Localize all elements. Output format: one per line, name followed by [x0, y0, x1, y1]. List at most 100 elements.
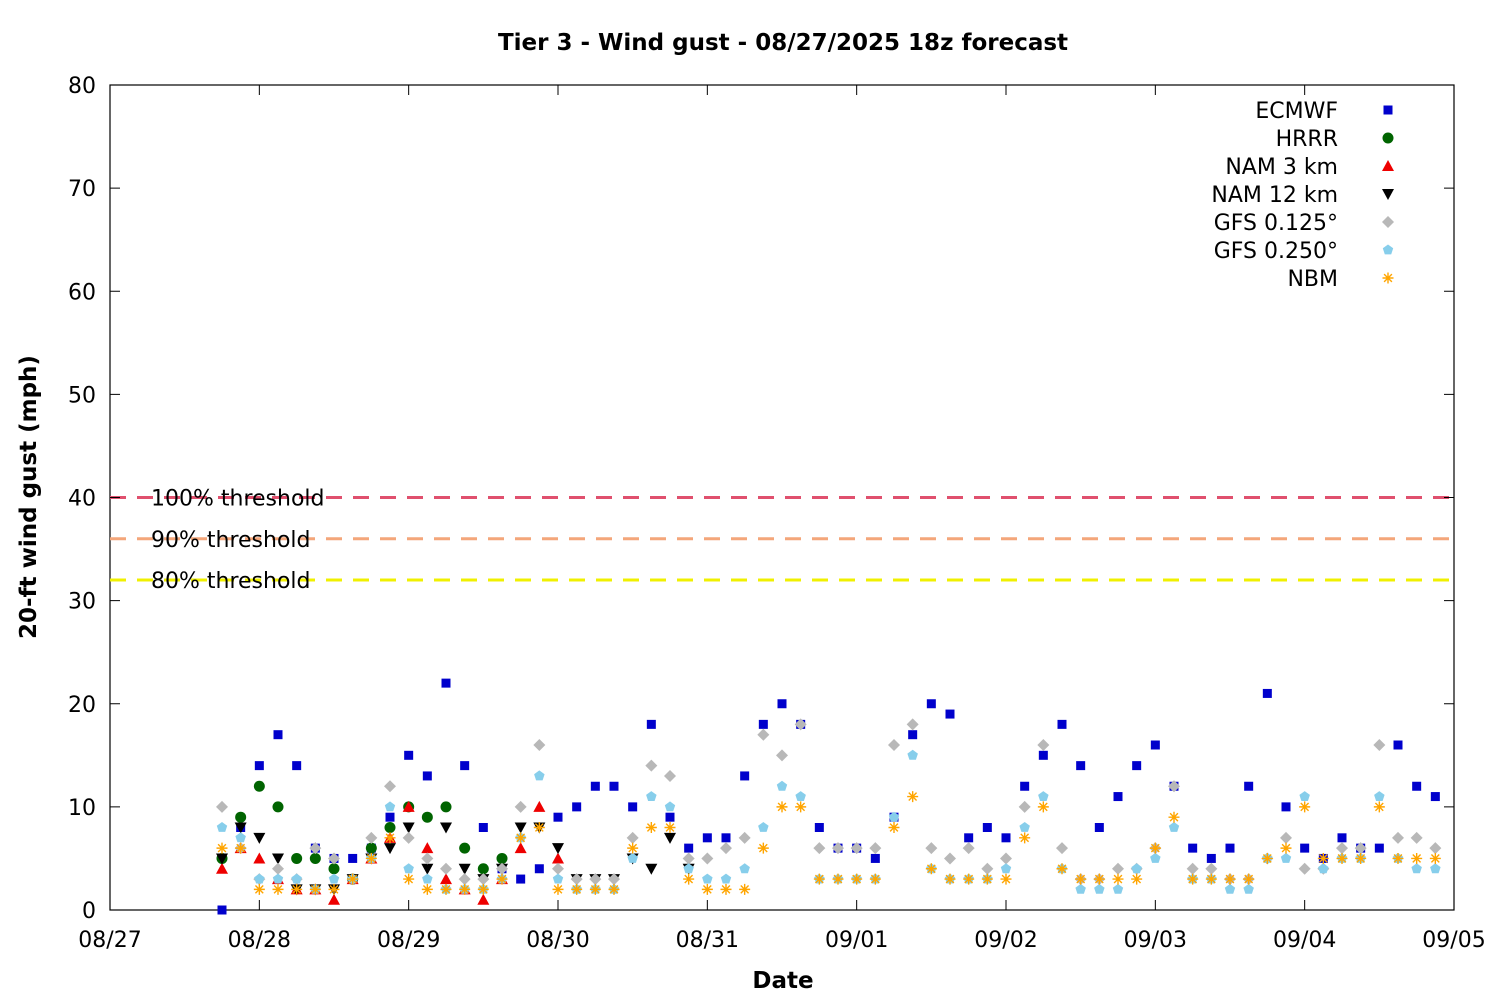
- point-gfs-0-250deg: [1131, 863, 1142, 874]
- point-gfs-0-250deg: [907, 749, 918, 760]
- point-nam-12-km: [234, 822, 247, 834]
- point-gfs-0-125deg: [477, 873, 490, 886]
- y-axis-label: 20-ft wind gust (mph): [16, 355, 42, 639]
- point-nam-12-km: [216, 853, 228, 865]
- point-nbm: [1429, 852, 1441, 864]
- point-hrrr: [421, 811, 433, 823]
- point-nbm: [1168, 811, 1180, 823]
- point-nbm: [496, 873, 508, 885]
- y-axis-ticks: 0 10 20 30 40 50 60 70 80: [68, 74, 1454, 924]
- point-gfs-0-250deg: [1168, 822, 1180, 832]
- point-nbm: [720, 883, 732, 895]
- point-nbm: [627, 842, 639, 854]
- data-points: [216, 678, 1442, 915]
- x-tick-label: 09/04: [1273, 928, 1336, 953]
- point-ecmwf: [292, 761, 302, 771]
- point-gfs-0-125deg: [421, 852, 434, 865]
- point-nbm: [216, 842, 228, 854]
- point-nbm: [888, 822, 900, 833]
- point-nbm: [1411, 852, 1423, 864]
- legend-marker-hrrr: [1382, 132, 1394, 144]
- point-nbm: [1392, 852, 1404, 864]
- y-tick-label: 80: [68, 74, 96, 99]
- point-nbm: [328, 883, 340, 895]
- point-nam-3-km: [216, 862, 228, 874]
- point-ecmwf: [740, 771, 750, 781]
- point-gfs-0-125deg: [1112, 862, 1124, 875]
- threshold-lines: 100% threshold 90% threshold 80% threshold: [110, 487, 1454, 594]
- point-nbm: [272, 883, 284, 895]
- point-gfs-0-125deg: [309, 842, 322, 855]
- point-nbm: [365, 852, 377, 864]
- point-hrrr: [365, 842, 377, 854]
- point-gfs-0-250deg: [384, 801, 396, 812]
- x-tick-label: 08/31: [676, 928, 739, 953]
- point-gfs-0-125deg: [832, 842, 844, 855]
- point-ecmwf: [516, 874, 526, 884]
- point-ecmwf: [1374, 843, 1384, 853]
- legend-marker-gfs-0-125deg: [1382, 216, 1394, 228]
- point-gfs-0-125deg: [944, 852, 956, 865]
- point-nbm: [253, 883, 265, 895]
- point-gfs-0-250deg: [1224, 883, 1236, 894]
- point-ecmwf: [1001, 833, 1011, 843]
- point-gfs-0-125deg: [1373, 739, 1386, 751]
- point-ecmwf: [217, 905, 227, 915]
- y-tick-label: 70: [68, 177, 96, 202]
- point-gfs-0-125deg: [981, 862, 994, 875]
- point-nbm: [645, 822, 657, 833]
- x-tick-label: 08/29: [377, 928, 440, 953]
- point-gfs-0-125deg: [925, 842, 938, 855]
- point-nbm: [1093, 873, 1105, 885]
- point-ecmwf: [254, 761, 264, 771]
- point-gfs-0-125deg: [776, 749, 788, 762]
- point-hrrr: [309, 852, 321, 864]
- point-gfs-0-250deg: [627, 852, 638, 863]
- legend-label-ecmwf: ECMWF: [1255, 99, 1338, 124]
- point-gfs-0-250deg: [291, 873, 302, 884]
- point-nbm: [477, 883, 489, 895]
- legend-label-gfs-0-125deg: GFS 0.125°: [1214, 211, 1338, 236]
- point-nbm: [963, 873, 975, 885]
- point-ecmwf: [665, 812, 675, 822]
- point-ecmwf: [609, 781, 619, 791]
- point-ecmwf: [684, 843, 694, 853]
- point-gfs-0-125deg: [458, 873, 471, 886]
- point-gfs-0-250deg: [1280, 852, 1292, 863]
- point-ecmwf: [1393, 740, 1403, 750]
- point-ecmwf: [1244, 781, 1254, 791]
- point-gfs-0-125deg: [552, 862, 564, 875]
- point-gfs-0-250deg: [739, 863, 750, 874]
- point-hrrr: [477, 863, 489, 875]
- point-gfs-0-250deg: [1150, 852, 1161, 863]
- point-gfs-0-250deg: [1299, 791, 1310, 801]
- point-nbm: [440, 883, 452, 895]
- point-ecmwf: [1038, 750, 1048, 760]
- point-ecmwf: [777, 699, 787, 709]
- point-gfs-0-250deg: [795, 791, 806, 801]
- y-tick-label: 0: [82, 899, 96, 924]
- x-axis-label: Date: [752, 968, 813, 994]
- point-hrrr: [384, 822, 396, 833]
- point-nbm: [701, 883, 713, 895]
- point-nbm: [459, 883, 471, 895]
- legend: ECMWF HRRR NAM 3 km NAM 12 km GFS 0.125° GFS …: [1211, 99, 1394, 292]
- point-ecmwf: [1094, 823, 1104, 832]
- point-hrrr: [272, 801, 284, 813]
- point-nbm: [403, 873, 415, 885]
- point-ecmwf: [273, 730, 283, 740]
- point-nbm: [925, 863, 937, 875]
- point-gfs-0-250deg: [1318, 863, 1329, 874]
- point-ecmwf: [1412, 781, 1422, 791]
- point-ecmwf: [460, 761, 470, 771]
- point-nbm: [1299, 801, 1311, 813]
- point-nbm: [832, 873, 844, 885]
- y-tick-label: 20: [68, 693, 96, 718]
- point-nbm: [1037, 801, 1049, 813]
- point-gfs-0-125deg: [496, 862, 508, 875]
- legend-label-nbm: NBM: [1287, 267, 1338, 292]
- point-gfs-0-125deg: [626, 831, 639, 844]
- series-gfs-0-250deg: [216, 749, 1441, 894]
- point-nam-12-km: [421, 863, 434, 875]
